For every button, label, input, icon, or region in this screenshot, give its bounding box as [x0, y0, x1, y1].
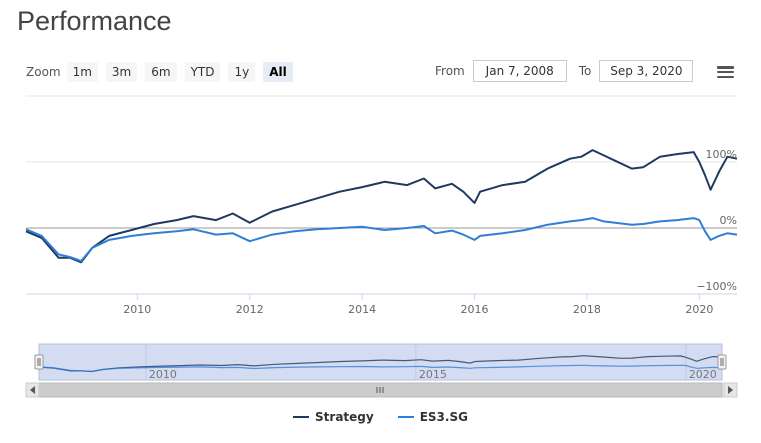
legend-strategy-label: Strategy [315, 410, 374, 424]
legend-es3-label: ES3.SG [419, 410, 468, 424]
zoom-label: Zoom [26, 65, 61, 79]
legend: Strategy ES3.SG [0, 410, 761, 424]
x-tick-label-5: 2020 [685, 303, 713, 316]
navigator-tick-label-0: 2010 [149, 368, 177, 381]
x-tick-label-0: 2010 [123, 303, 151, 316]
zoom-all-button[interactable]: All [263, 62, 293, 82]
hamburger-menu-icon[interactable] [717, 66, 734, 79]
series-line-es3-sg [25, 217, 738, 262]
series-line-strategy [25, 149, 738, 264]
x-tick-label-4: 2018 [573, 303, 601, 316]
y-tick-label-2: −100% [696, 280, 737, 293]
zoom-ytd-button[interactable]: YTD [184, 62, 221, 82]
y-tick-label-0: 0% [720, 214, 737, 227]
legend-es3-line [397, 416, 414, 418]
navigator-left-handle [34, 354, 44, 370]
navigator-tick-label-2: 2020 [689, 368, 717, 381]
legend-strategy-line [293, 416, 310, 418]
legend-item-strategy[interactable]: Strategy [293, 410, 374, 424]
navigator-series-0 [38, 355, 723, 373]
zoom-3m-button[interactable]: 3m [105, 62, 138, 82]
y-tick-label-1: 100% [706, 148, 737, 161]
x-tick-label-3: 2016 [461, 303, 489, 316]
date-range: From Jan 7, 2008 To Sep 3, 2020 [435, 60, 705, 82]
navigator-tick-label-1: 2015 [419, 368, 447, 381]
scroll-right-arrow-icon [728, 386, 733, 394]
navigator-right-handle [717, 354, 727, 370]
range-selector: Zoom 1m 3m 6m YTD 1y All [26, 60, 301, 84]
performance-chart: 0% 100% −100% 2010 2012 2014 2016 2018 2020 201… [25, 95, 738, 398]
zoom-1m-button[interactable]: 1m [66, 62, 98, 82]
navigator-series-1 [38, 364, 723, 372]
navigator-selection [38, 343, 723, 381]
to-label: To [578, 64, 592, 78]
legend-item-es3[interactable]: ES3.SG [397, 410, 468, 424]
zoom-1y-button[interactable]: 1y [228, 62, 256, 82]
zoom-6m-button[interactable]: 6m [145, 62, 177, 82]
from-date-input[interactable]: Jan 7, 2008 [472, 60, 567, 82]
page-title: Performance [17, 6, 172, 36]
x-tick-label-2: 2014 [348, 303, 376, 316]
scroll-left-arrow-icon [30, 386, 35, 394]
from-label: From [435, 64, 465, 78]
to-date-input[interactable]: Sep 3, 2020 [599, 60, 694, 82]
x-tick-label-1: 2012 [236, 303, 264, 316]
